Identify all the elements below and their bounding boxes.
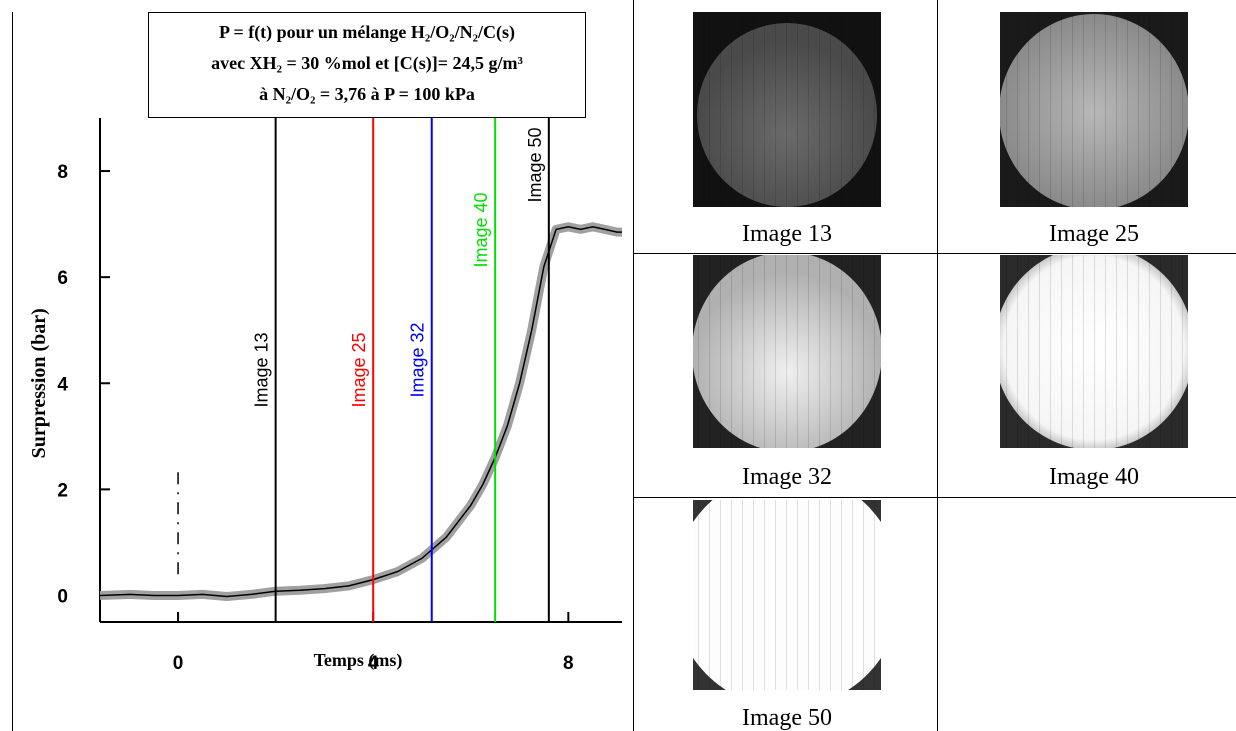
chart-title: P = f(t) pour un mélange H₂/O₂/N₂/C(s) — [219, 22, 515, 43]
photo — [693, 500, 881, 690]
caption: Image 25 — [1049, 221, 1139, 247]
caption: Image 13 — [742, 221, 832, 247]
marker-label: Image 32 — [408, 322, 428, 397]
y-axis-title: Surpression (bar) — [28, 308, 50, 458]
chart-title: avec XH₂ = 30 %mol et [C(s)]= 24,5 g/m³ — [211, 53, 523, 74]
marker-label: Image 50 — [525, 127, 545, 202]
x-tick-label: 8 — [563, 653, 574, 674]
marker-label: Image 40 — [471, 192, 491, 267]
caption: Image 32 — [742, 464, 832, 490]
photo — [1000, 12, 1188, 207]
table-borders — [12, 0, 1236, 731]
chart: P = f(t) pour un mélange H₂/O₂/N₂/C(s) av… — [28, 22, 622, 674]
marker-label: Image 25 — [349, 332, 369, 407]
chart-title: à N₂/O₂ = 3,76 à P = 100 kPa — [259, 84, 475, 104]
caption: Image 50 — [742, 705, 832, 731]
y-tick-label: 0 — [57, 586, 68, 607]
photo — [693, 255, 881, 448]
y-tick-label: 4 — [57, 374, 68, 395]
line — [99, 226, 622, 598]
caption: Image 40 — [1049, 464, 1139, 490]
y-tick-label: 6 — [57, 268, 68, 289]
photo — [693, 12, 881, 207]
title-box — [148, 12, 586, 118]
x-axis-title: Temps (ms) — [314, 650, 403, 671]
x-tick-label: 0 — [173, 653, 184, 674]
y-tick-label: 2 — [57, 480, 68, 501]
x-tick-label: 4 — [368, 653, 379, 674]
marker-label: Image 13 — [252, 332, 272, 407]
y-tick-label: 8 — [57, 162, 68, 183]
photo — [1000, 255, 1188, 448]
